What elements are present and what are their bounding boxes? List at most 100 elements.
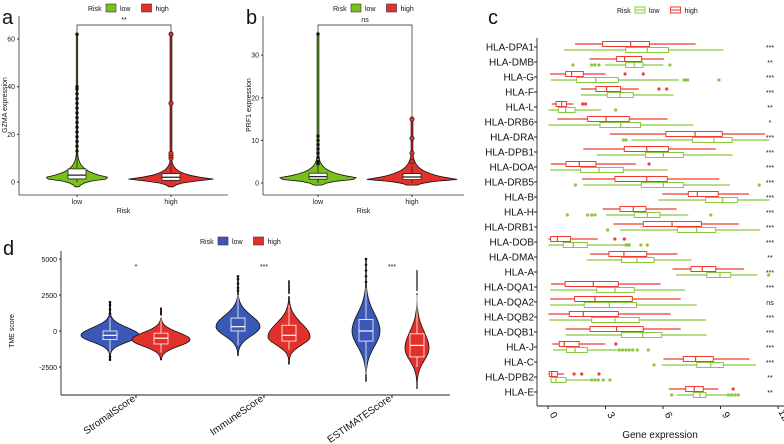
panel-c-legend-label-high: high: [685, 8, 698, 15]
panel-d-xtick-label: StromalScore: [82, 393, 138, 437]
panel-d-legend-title: Risk: [200, 239, 214, 246]
panel-c-significance: ***: [766, 165, 774, 172]
panel-d-ESTIMATEScore-low-box: [358, 319, 374, 342]
panel-c-gene-label: HLA-E: [505, 388, 535, 399]
panel-d-legend-label-high: high: [268, 239, 281, 246]
panel-a-ytick-label: 20: [7, 132, 15, 139]
panel-b-legend-label-low: low: [365, 6, 376, 13]
panel-c-low-outlier: [733, 393, 737, 397]
panel-c-low-outlier: [590, 63, 594, 67]
panel-c-high-box: [564, 281, 619, 287]
panel-c-significance: ***: [766, 330, 774, 337]
panel-c-significance: ***: [766, 210, 774, 217]
panel-c-significance: ***: [766, 315, 774, 322]
panel-b-xlabel: Risk: [357, 208, 371, 215]
panel-d-ImmuneScore-low-box: [230, 317, 246, 332]
panel-b-legend-label-high: high: [401, 6, 414, 13]
panel-c-low-outlier: [627, 243, 631, 247]
panel-a-outlier: [75, 92, 79, 96]
panel-c-significance: ***: [766, 45, 774, 52]
panel-c-significance: ***: [766, 360, 774, 367]
panel-c-significance: ***: [766, 150, 774, 157]
panel-a-legend-label-low: low: [120, 6, 131, 13]
panel-c-low-box: [566, 347, 588, 353]
panel-c-significance: *: [769, 120, 772, 127]
panel-d-xtick-label: ESTIMATEScore: [326, 393, 394, 444]
panel-d-outlier: [236, 274, 240, 278]
panel-c-low-outlier: [645, 243, 649, 247]
panel-c-low-outlier: [736, 393, 740, 397]
panel-d-ytick-label: -2500: [39, 365, 57, 372]
panel-d-outlier: [364, 257, 368, 261]
panel-c-high-box: [565, 161, 597, 167]
panel-d-outlier: [108, 358, 112, 362]
panel-a-significance-bracket: [76, 24, 172, 34]
panel-c-gene-label: HLA-DOB: [490, 238, 535, 249]
panel-a-outlier: [75, 32, 79, 36]
panel-c-significance: ***: [766, 285, 774, 292]
panel-c-high-box: [687, 191, 719, 197]
panel-c-low-outlier: [757, 183, 761, 187]
panel-c-legend-title: Risk: [617, 8, 631, 15]
panel-c-low-outlier: [709, 213, 713, 217]
panel-c-gene-label: HLA-DPA1: [486, 43, 535, 54]
panel-a-outlier: [75, 111, 79, 115]
panel-c-low-outlier: [668, 63, 672, 67]
panel-c-low-outlier: [717, 78, 721, 82]
panel-c-gene-label: HLA-DRB1: [485, 223, 535, 234]
panel-c-low-outlier: [624, 138, 628, 142]
panel-c-low-box: [557, 107, 576, 113]
panel-b-outlier: [316, 134, 320, 138]
panel-d-significance: *: [135, 264, 138, 271]
panel-c-low-outlier: [639, 243, 643, 247]
panel-d-outlier: [415, 290, 419, 294]
panel-a-legend-title: Risk: [88, 6, 102, 13]
panel-d-outlier: [364, 274, 368, 278]
panel-d-significance: ***: [388, 264, 396, 271]
panel-c-significance: ***: [766, 270, 774, 277]
panel-b-legend-key-high: [386, 3, 397, 13]
panel-b-outlier: [316, 151, 320, 155]
panel-c-high-outlier: [597, 372, 601, 376]
panel-c-high-outlier: [583, 102, 588, 106]
panel-c-high-box: [682, 356, 714, 362]
panel-a-outlier: [75, 130, 79, 134]
panel-c-significance: ***: [766, 135, 774, 142]
panel-d-outlier: [236, 282, 240, 285]
panel-c-xtick-label: 12: [775, 408, 784, 424]
panel-d-outlier: [108, 300, 112, 304]
panel-a-outlier: [75, 101, 79, 106]
panel-c-low-box: [583, 302, 638, 308]
panel-d-legend-label-low: low: [232, 239, 243, 246]
panel-d-outlier: [108, 303, 112, 307]
panel-a-legend-key-high: [141, 3, 152, 13]
panel-c-low-outlier: [686, 78, 690, 82]
panel-a-outlier: [75, 84, 79, 89]
panel-d-legend-key-high: [253, 236, 264, 246]
panel-c-low-outlier: [593, 63, 597, 67]
panel-d-outlier: [236, 286, 240, 290]
panel-b-outlier: [316, 138, 320, 143]
panel-d-outlier: [364, 269, 368, 272]
panel-c-high-box: [602, 41, 650, 47]
panel-b-ytick-label: 0: [255, 181, 259, 188]
panel-c-gene-label: HLA-C: [504, 358, 534, 369]
panel-c-significance: ns: [766, 300, 774, 307]
panel-c-low-outlier: [606, 228, 610, 232]
panel-c-low-outlier: [670, 393, 674, 397]
panel-c-gene-label: HLA-DQB2: [484, 313, 534, 324]
panel-d-outlier: [108, 308, 112, 311]
panel-d-outlier: [159, 315, 163, 318]
panel-c-xtick-label: 3: [604, 410, 617, 421]
panel-c-low-outlier: [730, 393, 734, 397]
panel-a-outlier: [75, 135, 79, 139]
panel-c-low-box: [644, 152, 684, 158]
panel-a-outlier: [75, 106, 79, 110]
panel-d-ylabel: TME score: [9, 314, 16, 348]
panel-c-low-outlier: [614, 108, 618, 112]
panel-c-low-outlier: [571, 63, 575, 67]
panel-c-low-outlier: [624, 348, 628, 352]
panel-c-high-outlier: [613, 237, 617, 241]
panel-c-significance: **: [767, 105, 773, 112]
panel-c-significance: ***: [766, 345, 774, 352]
